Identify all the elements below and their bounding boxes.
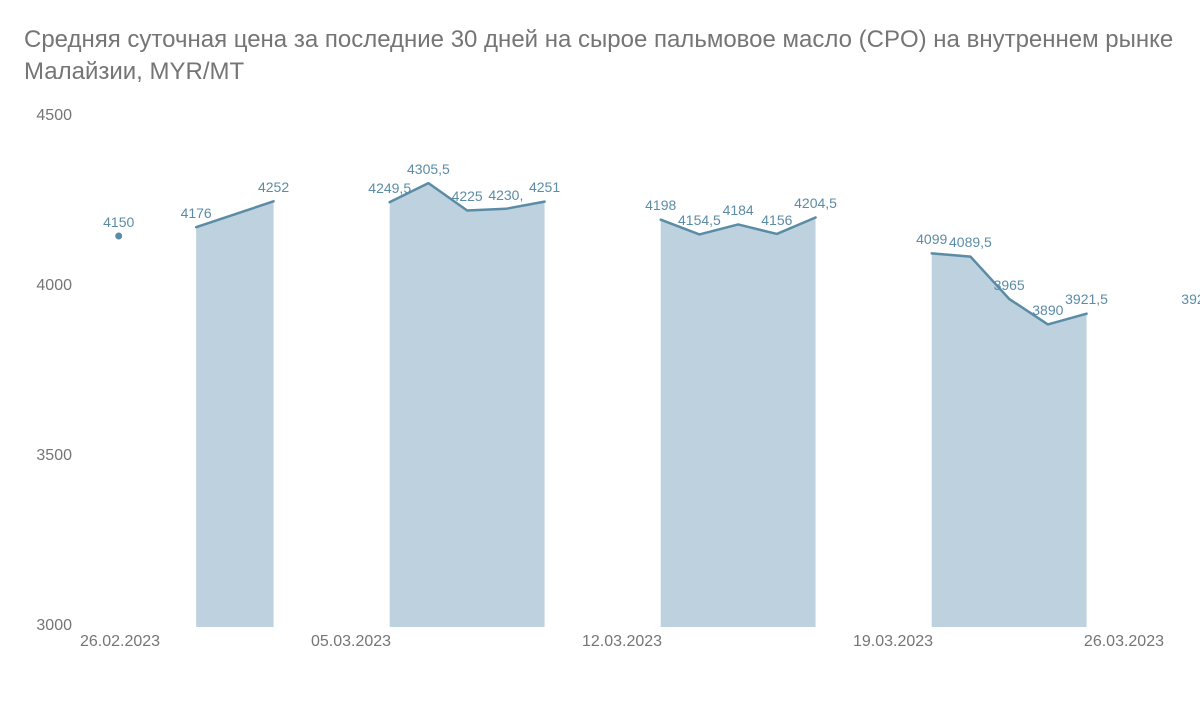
chart-svg (24, 107, 1176, 667)
data-label: 4252 (258, 179, 289, 195)
x-axis-label: 26.02.2023 (80, 633, 160, 651)
data-label: 4176 (181, 205, 212, 221)
data-label: 4089,5 (949, 234, 992, 250)
y-axis-label: 3500 (36, 447, 72, 465)
x-axis-label: 26.03.2023 (1084, 633, 1164, 651)
data-label: 4225 (452, 188, 483, 204)
y-axis-label: 4000 (36, 277, 72, 295)
data-label: 4230, (488, 187, 523, 203)
area-segment-2 (390, 183, 545, 627)
x-axis-label: 12.03.2023 (582, 633, 662, 651)
area-segment-1 (196, 201, 273, 627)
data-label: 3923,5 (1181, 291, 1200, 307)
data-label: 4305,5 (407, 161, 450, 177)
data-label: 4251 (529, 179, 560, 195)
data-label: 3965 (994, 277, 1025, 293)
data-label: 4156 (761, 212, 792, 228)
data-label: 4184 (723, 202, 754, 218)
y-axis-label: 4500 (36, 107, 72, 125)
data-label: 4198 (645, 197, 676, 213)
plot-area: 3000 3500 4000 4500 26.02.2023 05.03.2023 12.0… (24, 107, 1176, 667)
data-label: 3921,5 (1065, 291, 1108, 307)
x-axis-label: 19.03.2023 (853, 633, 933, 651)
chart-title: Средняя суточная цена за последние 30 дн… (24, 24, 1176, 89)
data-point (115, 232, 122, 239)
data-label: 3890 (1032, 302, 1063, 318)
chart-container: Средняя суточная цена за последние 30 дн… (0, 0, 1200, 716)
data-label: 4099 (916, 231, 947, 247)
area-segment-3 (661, 217, 816, 627)
x-axis-label: 05.03.2023 (311, 633, 391, 651)
data-label: 4154,5 (678, 212, 721, 228)
data-label: 4204,5 (794, 195, 837, 211)
data-label: 4150 (103, 214, 134, 230)
y-axis-label: 3000 (36, 617, 72, 635)
data-label: 4249,5 (368, 180, 411, 196)
